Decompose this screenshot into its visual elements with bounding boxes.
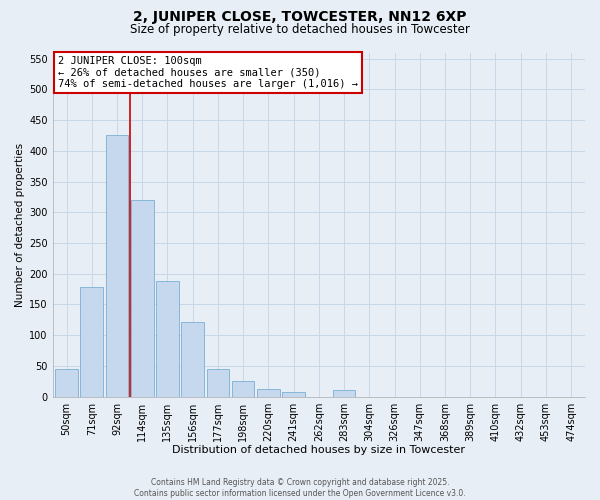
- Bar: [131, 200, 154, 396]
- X-axis label: Distribution of detached houses by size in Towcester: Distribution of detached houses by size …: [172, 445, 466, 455]
- Bar: [282, 392, 305, 396]
- Bar: [156, 281, 179, 396]
- Text: 2, JUNIPER CLOSE, TOWCESTER, NN12 6XP: 2, JUNIPER CLOSE, TOWCESTER, NN12 6XP: [133, 10, 467, 24]
- Bar: [333, 390, 355, 396]
- Text: 2 JUNIPER CLOSE: 100sqm
← 26% of detached houses are smaller (350)
74% of semi-d: 2 JUNIPER CLOSE: 100sqm ← 26% of detache…: [58, 56, 358, 89]
- Bar: [106, 136, 128, 396]
- Bar: [232, 380, 254, 396]
- Bar: [80, 287, 103, 397]
- Text: Size of property relative to detached houses in Towcester: Size of property relative to detached ho…: [130, 22, 470, 36]
- Y-axis label: Number of detached properties: Number of detached properties: [15, 142, 25, 306]
- Text: Contains HM Land Registry data © Crown copyright and database right 2025.
Contai: Contains HM Land Registry data © Crown c…: [134, 478, 466, 498]
- Bar: [55, 369, 78, 396]
- Bar: [257, 388, 280, 396]
- Bar: [206, 369, 229, 396]
- Bar: [181, 322, 204, 396]
